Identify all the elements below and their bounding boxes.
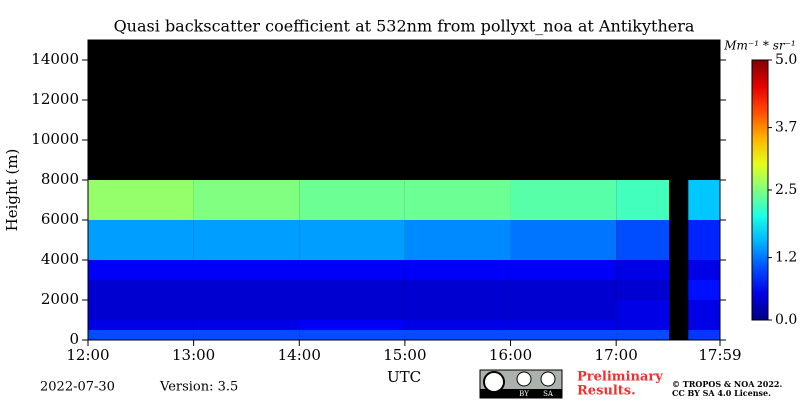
- heatmap-cell: [193, 280, 300, 300]
- heatmap-cell: [404, 180, 511, 220]
- y-tick-label: 10000: [31, 130, 79, 148]
- y-axis-label: Height (m): [3, 149, 21, 232]
- heatmap-cell: [510, 330, 617, 340]
- preliminary: Results.: [577, 384, 636, 399]
- colorbar-label: Mm⁻¹ * sr⁻¹: [723, 39, 795, 53]
- badge-by: [516, 371, 532, 387]
- y-tick-label: 8000: [41, 170, 79, 188]
- heatmap-cell: [688, 330, 720, 340]
- heatmap-cell: [688, 300, 720, 320]
- heatmap-cell: [404, 300, 511, 320]
- colorbar-tick-label: 0.0: [775, 312, 797, 328]
- cc-badge: BY SA: [479, 369, 563, 399]
- heatmap-cell: [510, 260, 617, 280]
- heatmap-cell: [299, 320, 405, 330]
- badge-sa: [540, 371, 556, 387]
- plot-frame: [87, 39, 721, 341]
- x-tick-label: 16:00: [489, 346, 532, 364]
- x-tick-label: 14:00: [278, 346, 321, 364]
- y-tick-label: 6000: [41, 210, 79, 228]
- y-tick-label: 0: [69, 330, 79, 348]
- heatmap-cell: [616, 260, 669, 280]
- y-tick-label: 12000: [31, 90, 79, 108]
- heatmap-cell: [88, 280, 194, 300]
- heatmap-cell: [616, 180, 669, 220]
- badge-cc: [483, 371, 505, 393]
- y-tick-label: 4000: [41, 250, 79, 268]
- colorbar-tick-label: 5.0: [775, 52, 797, 68]
- heatmap-cell: [510, 280, 617, 300]
- version: Version: 3.5: [159, 380, 238, 395]
- heatmap-cell: [510, 300, 617, 320]
- colorbar-tick-label: 1.2: [775, 250, 797, 266]
- x-tick-label: 13:00: [172, 346, 215, 364]
- heatmap-cell: [404, 280, 511, 300]
- license: © TROPOS & NOA 2022.: [672, 379, 782, 389]
- preliminary: Preliminary: [577, 370, 663, 385]
- x-tick-label: 12:00: [66, 346, 109, 364]
- colorbar-tick-label: 2.5: [775, 182, 797, 198]
- x-axis-label: UTC: [387, 368, 421, 386]
- badge-strip: [480, 389, 562, 398]
- colorbar-tick-label: 3.7: [775, 120, 797, 136]
- chart-title: Quasi backscatter coefficient at 532nm f…: [114, 17, 695, 36]
- heatmap-cell: [193, 220, 300, 260]
- x-tick-label: 17:00: [595, 346, 638, 364]
- heatmap-cell: [510, 220, 617, 260]
- heatmap-cell: [688, 180, 720, 220]
- heatmap-cell: [404, 260, 511, 280]
- heatmap-cell: [688, 320, 720, 330]
- heatmap-cell: [616, 330, 669, 340]
- heatmap-cell: [193, 320, 300, 330]
- heatmap-cell: [404, 220, 511, 260]
- heatmap-cell: [88, 320, 194, 330]
- date: 2022-07-30: [40, 380, 115, 395]
- heatmap-cell: [88, 330, 194, 340]
- x-tick-label: 15:00: [383, 346, 426, 364]
- badge-text: BY: [519, 390, 529, 398]
- heatmap-cell: [688, 260, 720, 280]
- colorbar: [751, 59, 769, 321]
- heatmap-cell: [299, 260, 405, 280]
- heatmap-cell: [88, 220, 194, 260]
- heatmap-cell: [688, 280, 720, 300]
- heatmap-cell: [616, 320, 669, 330]
- x-tick-label: 17:59: [698, 346, 741, 364]
- heatmap-cell: [510, 180, 617, 220]
- heatmap-cell: [299, 180, 405, 220]
- heatmap-cell: [299, 220, 405, 260]
- heatmap-cell: [299, 330, 405, 340]
- heatmap-cell: [193, 330, 300, 340]
- heatmap-cell: [193, 180, 300, 220]
- badge-text: SA: [543, 390, 554, 398]
- heatmap-cell: [88, 180, 194, 220]
- heatmap-cell: [193, 260, 300, 280]
- heatmap-cell: [404, 320, 511, 330]
- heatmap-cell: [299, 300, 405, 320]
- heatmap-cell: [404, 330, 511, 340]
- heatmap-cell: [88, 260, 194, 280]
- y-tick-label: 2000: [41, 290, 79, 308]
- license: CC BY SA 4.0 License.: [672, 388, 771, 398]
- heatmap-cell: [616, 280, 669, 300]
- heatmap-cell: [299, 280, 405, 300]
- y-tick-label: 14000: [31, 50, 79, 68]
- heatmap-cell: [616, 300, 669, 320]
- heatmap-cell: [88, 300, 194, 320]
- heatmap-cell: [193, 300, 300, 320]
- heatmap-cell: [510, 320, 617, 330]
- heatmap-cell: [688, 220, 720, 260]
- heatmap-cell: [616, 220, 669, 260]
